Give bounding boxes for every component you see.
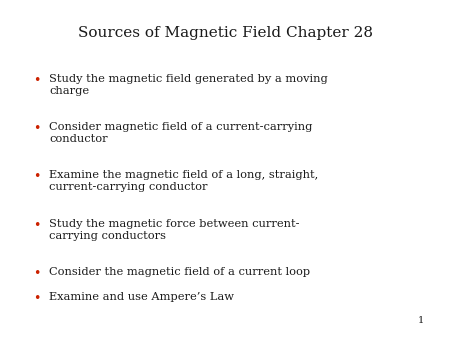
Text: Study the magnetic field generated by a moving
charge: Study the magnetic field generated by a … [50,74,328,96]
Text: •: • [33,74,40,87]
Text: Sources of Magnetic Field Chapter 28: Sources of Magnetic Field Chapter 28 [77,26,373,40]
Text: •: • [33,170,40,183]
Text: •: • [33,292,40,305]
Text: •: • [33,267,40,280]
Text: 1: 1 [418,316,424,325]
Text: •: • [33,122,40,135]
Text: Examine the magnetic field of a long, straight,
current-carrying conductor: Examine the magnetic field of a long, st… [50,170,319,192]
Text: Examine and use Ampere’s Law: Examine and use Ampere’s Law [50,292,234,302]
Text: Consider magnetic field of a current-carrying
conductor: Consider magnetic field of a current-car… [50,122,313,144]
Text: •: • [33,219,40,232]
Text: Study the magnetic force between current-
carrying conductors: Study the magnetic force between current… [50,219,300,241]
Text: Consider the magnetic field of a current loop: Consider the magnetic field of a current… [50,267,310,277]
